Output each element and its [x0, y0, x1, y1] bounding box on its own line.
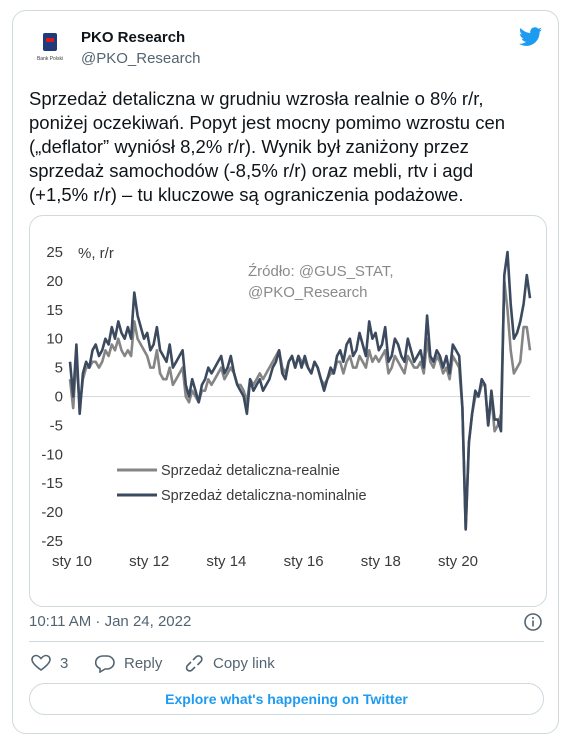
tweet-image[interactable]: -25 -20 -15 -10 -5 0 5 10 15 20 25 sty 10 sty 12 sty … — [29, 215, 547, 607]
chain — [185, 655, 203, 672]
bubble — [95, 655, 115, 673]
tweet-text-line: sprzedaż samochodów (-8,5% r/r) oraz meb… — [29, 160, 474, 181]
y-tick-label: -10 — [41, 446, 63, 463]
x-tick-label: sty 12 — [129, 553, 169, 570]
y-tick-label: 5 — [55, 360, 63, 377]
y-tick-label: 20 — [46, 273, 63, 290]
y-tick-label: 15 — [46, 302, 63, 319]
series-line — [68, 250, 532, 531]
reply-button[interactable]: Reply — [124, 655, 163, 672]
y-tick-label: -5 — [50, 417, 63, 434]
legend-label: Sprzedaż detaliczna-nominalnie — [161, 488, 367, 504]
link-icon[interactable] — [184, 654, 204, 673]
reply-icon[interactable] — [95, 654, 115, 673]
y-tick-label: 0 — [55, 389, 63, 406]
author-handle[interactable]: @PKO_Research — [81, 50, 201, 67]
timestamp[interactable]: 10:11 AM · Jan 24, 2022 — [29, 613, 192, 630]
twitter-logo[interactable] — [519, 27, 543, 47]
y-tick-label: -20 — [41, 504, 63, 521]
x-tick-label: sty 10 — [52, 553, 92, 570]
info-circle — [524, 613, 542, 631]
avatar-logo: Bank Polski — [37, 33, 63, 62]
info-icon[interactable] — [523, 612, 543, 632]
annotation: Źródło: @GUS_STAT, — [248, 263, 394, 280]
y-tick-label: 25 — [46, 244, 63, 261]
like-icon[interactable] — [31, 654, 51, 672]
copy-link-button[interactable]: Copy link — [213, 655, 275, 672]
tweet-text-line: (+1,5% r/r) – tu kluczowe są ograniczeni… — [29, 184, 464, 205]
x-tick-label: sty 16 — [284, 553, 324, 570]
avatar-text: Bank Polski — [37, 56, 63, 62]
x-tick-label: sty 20 — [438, 553, 478, 570]
y-tick-label: 10 — [46, 331, 63, 348]
x-tick-label: sty 14 — [206, 553, 246, 570]
tweet-text-line: poniżej oczekiwań. Popyt jest mocny pomi… — [29, 112, 506, 133]
x-tick-label: sty 18 — [361, 553, 401, 570]
tweet-text-line: („deflator” wyniósł 8,2% r/r). Wynik był… — [29, 136, 469, 157]
logo-shape — [46, 38, 54, 42]
y-tick-label: -25 — [41, 533, 63, 550]
annotation: @PKO_Research — [248, 284, 367, 301]
info-bar — [532, 620, 534, 627]
avatar[interactable]: Bank Polski — [35, 29, 65, 65]
explore-button[interactable]: Explore what's happening on Twitter — [29, 683, 544, 715]
chart: -25 -20 -15 -10 -5 0 5 10 15 20 25 sty 10 sty 12 sty … — [41, 244, 532, 570]
like-count[interactable]: 3 — [60, 655, 69, 672]
y-axis-label: %, r/r — [78, 245, 114, 262]
heart — [31, 654, 51, 671]
tweet-text: Sprzedaż detaliczna w grudniu wzrosła re… — [29, 87, 505, 207]
y-tick-label: -15 — [41, 475, 63, 492]
author-name[interactable]: PKO Research — [81, 29, 186, 46]
info-dot — [532, 617, 534, 619]
legend-label: Sprzedaż detaliczna-realnie — [161, 463, 340, 479]
divider — [29, 641, 544, 642]
tweet-text-line: Sprzedaż detaliczna w grudniu wzrosła re… — [29, 88, 484, 109]
tweet-card: Bank Polski PKO Research @PKO_Research S… — [12, 10, 559, 734]
bird — [519, 27, 542, 46]
